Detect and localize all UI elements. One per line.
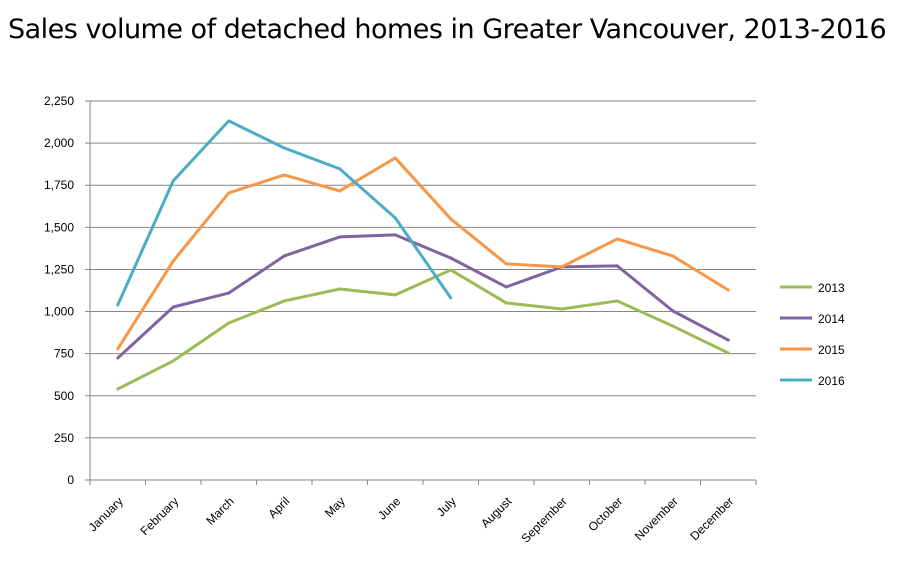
data-point-2013 xyxy=(560,307,564,311)
x-tick-label: November xyxy=(632,494,681,543)
data-point-2015 xyxy=(338,189,342,193)
data-point-2014 xyxy=(338,235,342,239)
data-point-2014 xyxy=(615,264,619,268)
data-point-2016 xyxy=(116,303,120,307)
x-tick-label: October xyxy=(585,494,625,534)
y-tick-label: 1,750 xyxy=(44,178,74,192)
data-point-2014 xyxy=(227,291,231,295)
x-tick-label: December xyxy=(687,494,736,543)
y-tick-label: 1,000 xyxy=(44,305,74,319)
data-point-2013 xyxy=(227,321,231,325)
data-point-2015 xyxy=(393,156,397,160)
data-point-2013 xyxy=(338,287,342,291)
data-point-2014 xyxy=(504,285,508,289)
data-point-2013 xyxy=(393,293,397,297)
legend-label-2016: 2016 xyxy=(818,374,845,388)
data-point-2015 xyxy=(282,173,286,177)
data-point-2014 xyxy=(282,254,286,258)
x-tick-label: April xyxy=(265,494,292,521)
legend-label-2015: 2015 xyxy=(818,343,845,357)
data-point-2015 xyxy=(560,265,564,269)
data-point-2013 xyxy=(116,387,120,391)
data-point-2014 xyxy=(116,356,120,360)
data-point-2014 xyxy=(671,309,675,313)
x-tick-label: June xyxy=(375,494,404,523)
y-tick-label: 500 xyxy=(54,389,74,403)
x-tick-label: September xyxy=(518,494,569,545)
x-tick-label: February xyxy=(138,494,182,538)
data-point-2013 xyxy=(615,299,619,303)
x-tick-label: January xyxy=(86,494,126,534)
data-point-2014 xyxy=(171,305,175,309)
x-tick-label: March xyxy=(203,494,236,527)
data-point-2015 xyxy=(615,237,619,241)
y-tick-label: 1,500 xyxy=(44,220,74,234)
data-point-2016 xyxy=(393,216,397,220)
data-point-2015 xyxy=(726,288,730,292)
data-point-2015 xyxy=(671,254,675,258)
chart-title: Sales volume of detached homes in Greate… xyxy=(8,14,887,45)
data-point-2016 xyxy=(171,179,175,183)
legend-label-2013: 2013 xyxy=(818,281,845,295)
legend-label-2014: 2014 xyxy=(818,312,845,326)
x-tick-label: August xyxy=(478,494,515,531)
y-tick-label: 2,250 xyxy=(44,94,74,108)
data-point-2015 xyxy=(171,259,175,263)
data-point-2014 xyxy=(449,256,453,260)
series-line-2015 xyxy=(116,156,730,350)
data-point-2015 xyxy=(227,191,231,195)
data-point-2016 xyxy=(449,296,453,300)
y-tick-label: 750 xyxy=(54,347,74,361)
data-point-2015 xyxy=(504,262,508,266)
data-point-2013 xyxy=(449,268,453,272)
data-point-2016 xyxy=(282,146,286,150)
x-tick-label: July xyxy=(434,494,459,519)
data-point-2013 xyxy=(171,359,175,363)
data-point-2016 xyxy=(338,167,342,171)
y-tick-label: 0 xyxy=(67,473,74,487)
data-point-2013 xyxy=(671,324,675,328)
series-line-2013 xyxy=(117,268,729,391)
data-point-2013 xyxy=(726,351,730,355)
data-point-2013 xyxy=(504,301,508,305)
y-tick-label: 250 xyxy=(54,431,74,445)
y-tick-label: 2,000 xyxy=(44,136,74,150)
series-line-2014 xyxy=(116,233,729,360)
data-point-2015 xyxy=(116,347,120,351)
data-point-2014 xyxy=(393,233,397,237)
x-tick-label: May xyxy=(322,494,348,520)
data-point-2015 xyxy=(449,217,453,221)
y-tick-label: 1,250 xyxy=(44,262,74,276)
data-point-2014 xyxy=(726,338,730,342)
data-point-2016 xyxy=(227,119,231,123)
data-point-2013 xyxy=(282,299,286,303)
